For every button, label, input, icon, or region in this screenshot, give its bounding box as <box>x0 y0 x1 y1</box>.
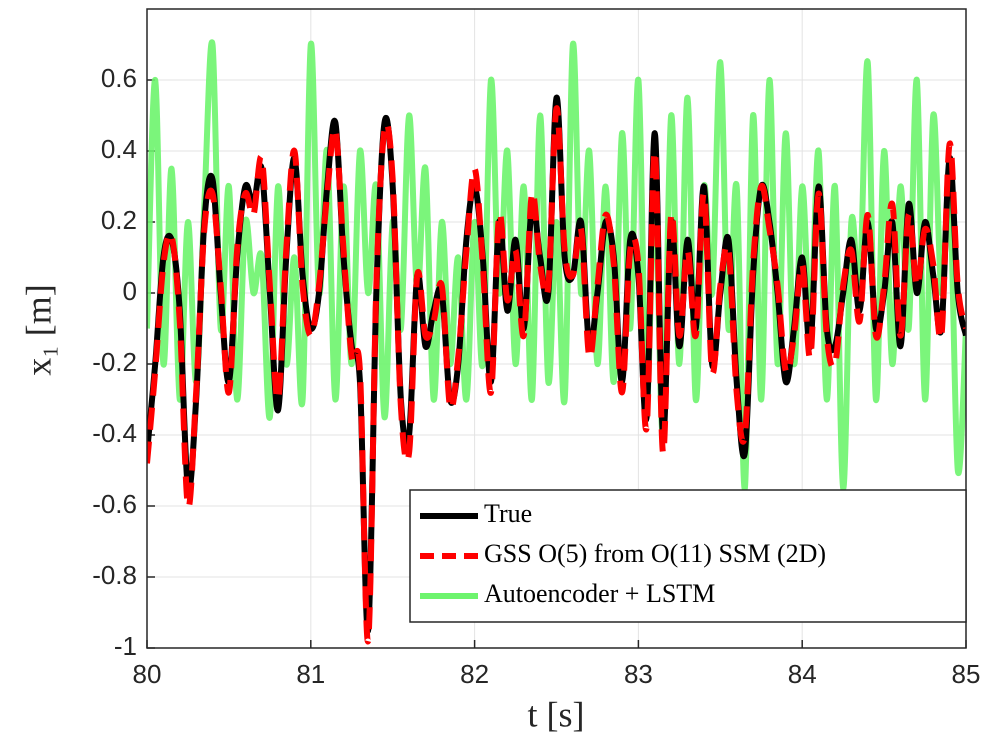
x-tick-label: 80 <box>133 659 162 689</box>
y-tick-label: -0.8 <box>92 560 137 590</box>
legend-label: Autoencoder + LSTM <box>484 579 715 608</box>
y-tick-label: 0.2 <box>101 205 137 235</box>
x-tick-label: 85 <box>952 659 981 689</box>
y-tick-label: -0.4 <box>92 418 137 448</box>
y-tick-label: -1 <box>114 631 137 661</box>
x-axis-label: t [s] <box>528 694 585 734</box>
y-tick-label: 0.4 <box>101 134 137 164</box>
x-tick-label: 82 <box>460 659 489 689</box>
legend-box <box>409 489 967 623</box>
legend-label: GSS O(5) from O(11) SSM (2D) <box>484 539 826 568</box>
legend-label: True <box>484 499 532 528</box>
y-tick-label: -0.2 <box>92 347 137 377</box>
y-tick-label: 0.6 <box>101 63 137 93</box>
y-axis-label: x₁ [m] <box>18 284 58 376</box>
series-line <box>147 39 966 492</box>
series-line <box>147 105 966 645</box>
x-tick-label: 81 <box>296 659 325 689</box>
x-tick-label: 84 <box>788 659 817 689</box>
y-tick-label: 0 <box>123 276 137 306</box>
x-tick-label: 83 <box>624 659 653 689</box>
y-tick-label: -0.6 <box>92 489 137 519</box>
axes-box <box>146 8 967 649</box>
